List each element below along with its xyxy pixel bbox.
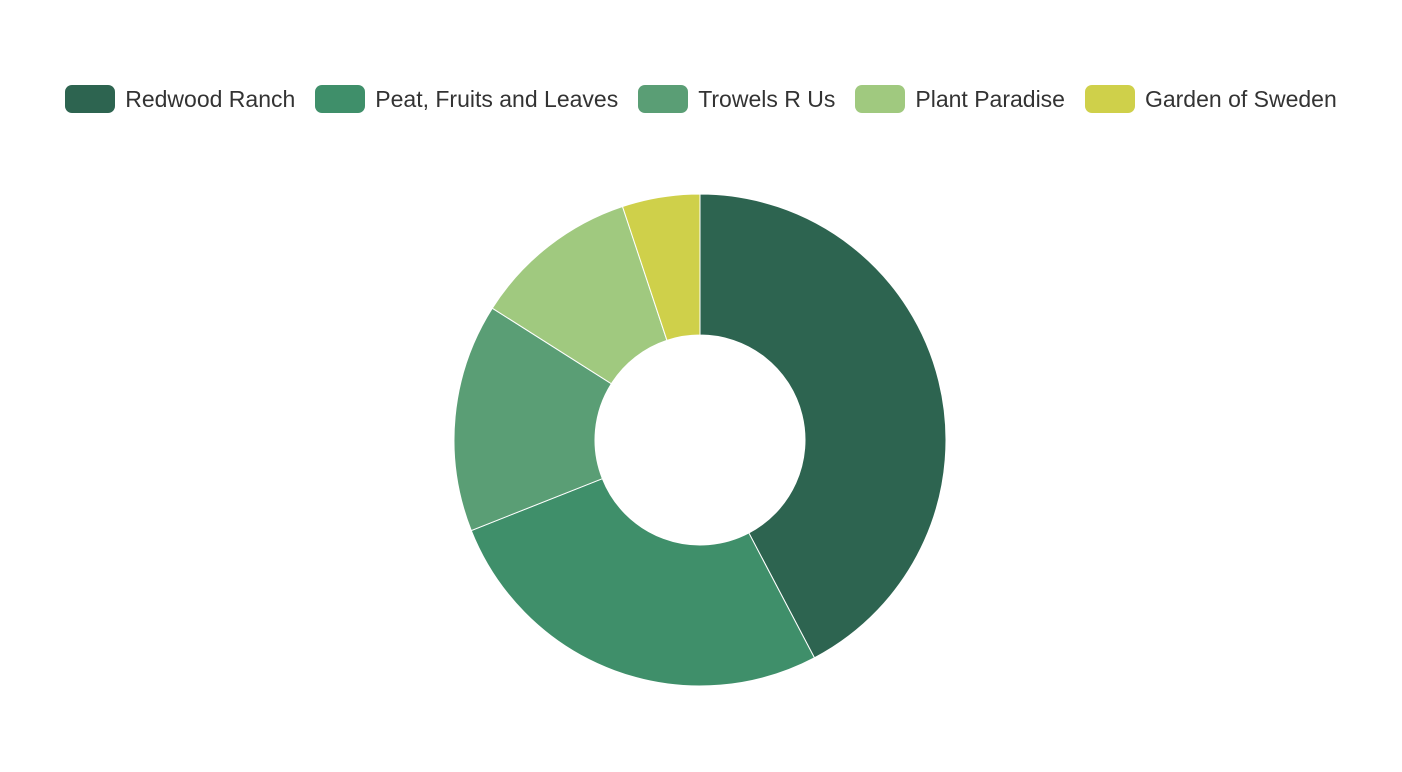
legend-item[interactable]: Plant Paradise (855, 85, 1065, 113)
legend-label: Plant Paradise (915, 85, 1065, 112)
legend-label: Redwood Ranch (125, 85, 296, 112)
legend-swatch (1084, 85, 1135, 113)
slice-redwood-ranch[interactable] (699, 193, 947, 659)
legend-item[interactable]: Trowels R Us (638, 85, 835, 113)
legend-swatch (65, 85, 116, 113)
slice-peat-fruits-and-leaves[interactable] (470, 478, 816, 687)
slice-trowels-r-us[interactable] (453, 307, 613, 532)
legend-swatch (638, 85, 689, 113)
legend-label: Peat, Fruits and Leaves (375, 85, 619, 112)
legend-label: Garden of Sweden (1144, 85, 1337, 112)
legend-swatch (315, 85, 366, 113)
legend-item[interactable]: Garden of Sweden (1084, 85, 1337, 113)
legend-swatch (855, 85, 906, 113)
legend: Redwood Ranch Peat, Fruits and Leaves Trow… (0, 85, 1402, 113)
legend-item[interactable]: Redwood Ranch (65, 85, 295, 113)
legend-label: Trowels R Us (698, 85, 836, 112)
slice-garden-of-sweden[interactable] (621, 193, 701, 341)
legend-item[interactable]: Peat, Fruits and Leaves (315, 85, 618, 113)
